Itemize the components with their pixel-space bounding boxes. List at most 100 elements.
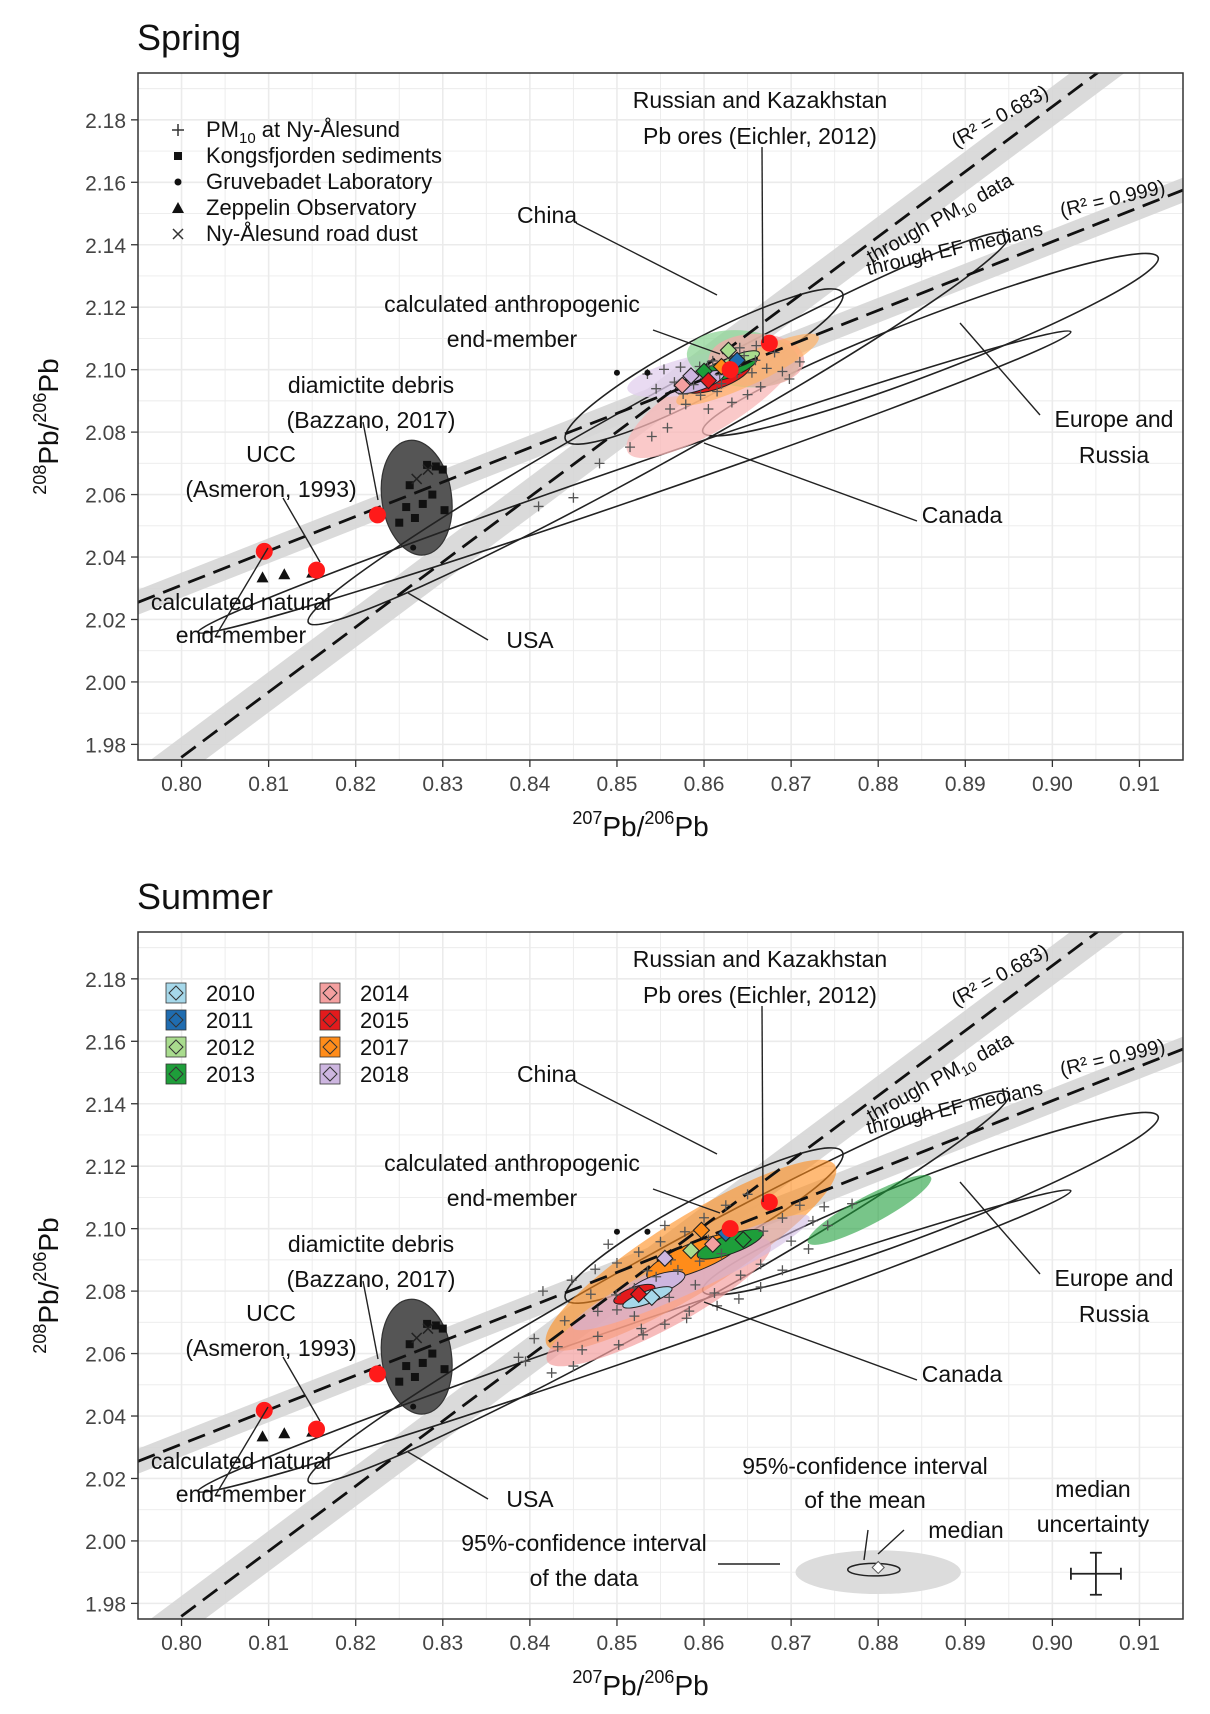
annotation-russ2: Pb ores (Eichler, 2012) xyxy=(643,123,877,149)
y-tick-label: 2.04 xyxy=(85,547,126,570)
reference-point xyxy=(760,334,778,352)
y-tick-label: 2.16 xyxy=(85,172,126,195)
panel-border xyxy=(137,72,1184,761)
key-ci-mean-1: 95%-confidence interval xyxy=(742,1453,987,1479)
pm10-point xyxy=(735,1270,746,1281)
gruvebadet-point xyxy=(613,1228,620,1235)
key-median: median xyxy=(928,1517,1003,1543)
key-median xyxy=(871,1560,885,1575)
year-legend-diamond xyxy=(168,985,184,1001)
x-tick-label: 0.87 xyxy=(771,1632,812,1655)
sediment-point xyxy=(395,1377,404,1386)
annotation-leader xyxy=(652,1188,721,1214)
annotation-leader xyxy=(761,146,764,344)
y-axis-label: 208Pb/206Pb xyxy=(30,1217,64,1353)
pm10-point xyxy=(819,1201,830,1212)
sediment-point xyxy=(423,460,432,469)
pm10-point xyxy=(712,386,723,397)
zeppelin-point xyxy=(278,1427,291,1439)
sediment-point xyxy=(410,513,419,522)
pm10-point xyxy=(546,1367,557,1378)
reference-point xyxy=(308,561,326,579)
annotation-leader xyxy=(703,442,918,522)
annotation-leader xyxy=(575,1081,718,1155)
x-tick-label: 0.85 xyxy=(597,1632,638,1655)
pm10-point xyxy=(675,362,686,373)
x-tick-label: 0.85 xyxy=(597,773,638,796)
x-tick-label: 0.84 xyxy=(509,773,550,796)
key-ci-data-2: of the data xyxy=(530,1565,639,1591)
pm10-point xyxy=(786,1236,797,1247)
pm10-point xyxy=(577,1344,588,1355)
y-tick-label: 2.02 xyxy=(85,1468,126,1491)
sediment-point xyxy=(440,1365,449,1374)
key-unc-1: median xyxy=(1055,1476,1130,1502)
plot-area xyxy=(138,73,1183,760)
pm10-point xyxy=(594,458,605,469)
legend-label: Ny-Ålesund road dust xyxy=(206,221,418,246)
pm10-point xyxy=(794,356,805,367)
annotation-leader xyxy=(959,1181,1041,1275)
y-tick-label: 2.14 xyxy=(85,235,126,258)
pm10-point xyxy=(680,399,691,410)
pm10-point xyxy=(625,442,636,453)
x-axis-label: 207Pb/206Pb xyxy=(572,1667,708,1701)
annotation-russ1: Russian and Kazakhstan xyxy=(633,946,887,972)
pm10-point xyxy=(520,1356,531,1367)
x-tick-label: 0.88 xyxy=(858,773,899,796)
pm10-point xyxy=(568,492,579,503)
x-tick-label: 0.86 xyxy=(684,1632,725,1655)
pm10-point xyxy=(684,1306,695,1317)
sediment-point xyxy=(418,499,427,508)
fit-line-pm10 xyxy=(175,73,1100,760)
pm10-point xyxy=(777,366,788,377)
pm10-point xyxy=(742,1189,753,1200)
pm10-point xyxy=(513,1352,524,1363)
year-legend-swatch xyxy=(165,982,187,1004)
pm10-point xyxy=(707,355,718,366)
y-tick-label: 2.12 xyxy=(85,1156,126,1179)
pm10-point xyxy=(664,1292,675,1303)
sediment-point xyxy=(438,465,447,474)
pm10-point xyxy=(655,1236,666,1247)
year-legend-swatch xyxy=(165,1036,187,1058)
year-legend-diamond xyxy=(322,1066,338,1082)
annotation-china: China xyxy=(517,202,577,228)
y-tick-label: 2.12 xyxy=(85,297,126,320)
year-legend-label: 2010 xyxy=(206,981,255,1006)
pm10-point xyxy=(659,1220,670,1231)
annotation-ucc2: (Asmeron, 1993) xyxy=(185,476,356,502)
annotation-leader xyxy=(214,1406,269,1497)
median-2018 xyxy=(682,367,700,385)
pm10-point xyxy=(694,1256,705,1267)
pm10-point xyxy=(592,1331,603,1342)
key-ci-mean xyxy=(846,1562,901,1577)
zeppelin-point xyxy=(256,1430,269,1442)
year-legend-label: 2018 xyxy=(360,1062,409,1087)
pm10-point xyxy=(636,1323,647,1334)
x-tick-label: 0.88 xyxy=(858,1632,899,1655)
annotation-anthro2: end-member xyxy=(447,1185,578,1211)
sediment-point xyxy=(405,1340,414,1349)
road-dust-point xyxy=(422,1323,434,1335)
y-tick-label: 2.04 xyxy=(85,1406,126,1429)
usa-ellipse xyxy=(307,231,1011,626)
y-tick-label: 2.02 xyxy=(85,609,126,632)
annotation-anthro1: calculated anthropogenic xyxy=(384,1150,640,1176)
median-2014 xyxy=(703,1235,722,1254)
legend-marker-gruvebadet xyxy=(174,178,182,186)
x-tick-label: 0.86 xyxy=(684,773,725,796)
legend-marker-road-dust xyxy=(172,228,184,240)
pm10-point xyxy=(611,1289,622,1300)
panel-title: Summer xyxy=(137,876,273,917)
pm10-point xyxy=(726,397,737,408)
road-dust-point xyxy=(422,464,434,476)
gruvebadet-point xyxy=(410,544,417,551)
annotation-leader xyxy=(407,1451,489,1500)
annotation-diam1: diamictite debris xyxy=(288,372,454,398)
pm10-point xyxy=(585,1289,596,1300)
year-legend-label: 2014 xyxy=(360,981,409,1006)
x-tick-label: 0.80 xyxy=(161,773,202,796)
annotation-leader xyxy=(959,322,1041,416)
